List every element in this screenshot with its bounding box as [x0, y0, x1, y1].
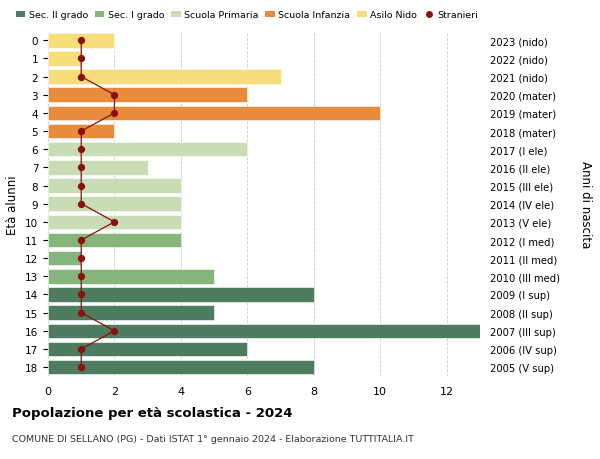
Bar: [48, 179, 181, 193]
Point: [76, 273, 86, 280]
Bar: [48, 252, 81, 266]
Point: [76, 74, 86, 81]
Point: [110, 92, 119, 99]
Y-axis label: Anni di nascita: Anni di nascita: [579, 161, 592, 248]
Bar: [48, 324, 480, 338]
Bar: [48, 215, 181, 230]
Point: [110, 110, 119, 118]
Bar: [48, 88, 247, 103]
Point: [76, 237, 86, 244]
Bar: [48, 269, 214, 284]
Point: [76, 309, 86, 317]
Point: [76, 364, 86, 371]
Point: [76, 128, 86, 135]
Point: [110, 327, 119, 335]
Point: [76, 56, 86, 63]
Bar: [48, 288, 314, 302]
Bar: [48, 52, 81, 67]
Text: COMUNE DI SELLANO (PG) - Dati ISTAT 1° gennaio 2024 - Elaborazione TUTTITALIA.IT: COMUNE DI SELLANO (PG) - Dati ISTAT 1° g…: [12, 434, 414, 443]
Bar: [48, 360, 314, 375]
Bar: [48, 106, 380, 121]
Bar: [48, 161, 148, 175]
Point: [76, 38, 86, 45]
Bar: [48, 306, 214, 320]
Point: [76, 255, 86, 262]
Bar: [48, 233, 181, 248]
Bar: [48, 124, 115, 139]
Bar: [48, 70, 281, 84]
Point: [76, 201, 86, 208]
Point: [76, 291, 86, 298]
Y-axis label: Età alunni: Età alunni: [7, 174, 19, 234]
Point: [76, 146, 86, 154]
Text: Popolazione per età scolastica - 2024: Popolazione per età scolastica - 2024: [12, 406, 293, 419]
Bar: [48, 143, 247, 157]
Point: [76, 346, 86, 353]
Point: [76, 164, 86, 172]
Bar: [48, 197, 181, 212]
Bar: [48, 342, 247, 357]
Point: [110, 218, 119, 226]
Bar: [48, 34, 115, 49]
Legend: Sec. II grado, Sec. I grado, Scuola Primaria, Scuola Infanzia, Asilo Nido, Stran: Sec. II grado, Sec. I grado, Scuola Prim…: [12, 7, 482, 24]
Point: [76, 183, 86, 190]
